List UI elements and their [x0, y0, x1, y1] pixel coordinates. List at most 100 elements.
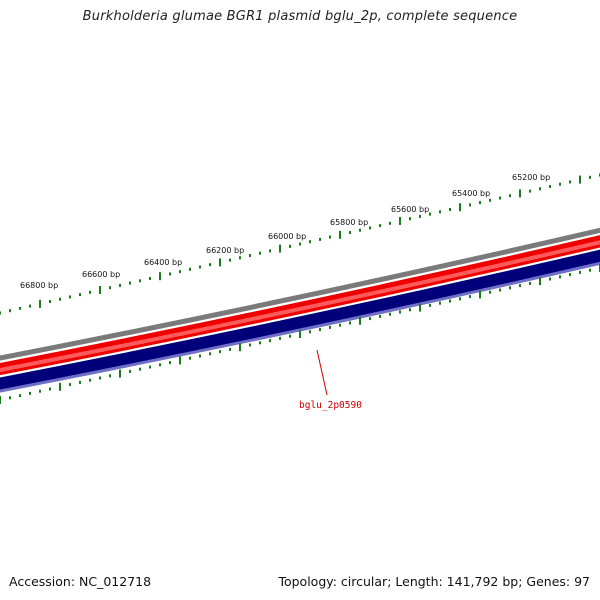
inner-major-tick [59, 382, 61, 391]
inner-minor-tick [269, 339, 271, 343]
inner-minor-tick [99, 376, 101, 380]
inner-minor-tick [339, 323, 341, 327]
minor-tick [59, 297, 61, 301]
minor-tick [249, 254, 251, 257]
topology-summary-text: Topology: circular; Length: 141,792 bp; … [278, 574, 590, 589]
inner-major-tick [419, 303, 421, 312]
major-tick [99, 286, 101, 294]
minor-tick [539, 187, 541, 191]
gene-label-bglu-2p0590[interactable]: bglu_2p0590 [299, 400, 362, 411]
minor-tick [89, 290, 91, 294]
inner-minor-tick [409, 308, 411, 312]
minor-tick [329, 235, 331, 239]
major-tick [39, 299, 41, 308]
inner-minor-tick [349, 321, 351, 325]
inner-minor-tick [569, 273, 571, 277]
inner-minor-tick [39, 389, 41, 393]
inner-minor-tick [79, 380, 81, 384]
minor-tick [359, 228, 361, 232]
inner-minor-tick [449, 299, 451, 303]
inner-minor-tick [559, 275, 561, 279]
inner-minor-tick [579, 270, 581, 274]
gene-callout-line [316, 349, 328, 396]
minor-tick [19, 306, 21, 310]
inner-minor-tick [189, 356, 191, 360]
tick-label-65200-bp: 65200 bp [512, 173, 550, 182]
forward-strand-highlight [0, 240, 600, 373]
minor-tick [369, 226, 371, 230]
tick-label-65400-bp: 65400 bp [452, 189, 490, 198]
minor-tick [569, 180, 571, 184]
major-tick [399, 217, 401, 225]
inner-minor-tick [9, 396, 11, 400]
inner-minor-tick [549, 277, 551, 281]
inner-minor-tick [499, 288, 501, 292]
inner-minor-tick [159, 363, 161, 367]
minor-tick [379, 224, 381, 228]
inner-major-tick [239, 343, 241, 352]
minor-tick [389, 221, 391, 225]
inner-minor-tick [389, 312, 391, 316]
minor-tick [119, 283, 121, 287]
inner-minor-tick [249, 343, 251, 347]
inner-minor-tick [139, 367, 141, 371]
inner-minor-tick [429, 303, 431, 307]
inner-tick-track [0, 264, 600, 404]
map-title: Burkholderia glumae BGR1 plasmid bglu_2p… [82, 9, 518, 24]
inner-major-tick [0, 396, 1, 404]
minor-tick [29, 304, 31, 308]
major-tick [219, 258, 221, 267]
minor-tick [49, 300, 51, 303]
inner-major-tick [539, 277, 541, 286]
inner-minor-tick [259, 341, 261, 345]
inner-minor-tick [69, 383, 71, 387]
minor-tick [129, 281, 131, 285]
inner-major-tick [479, 290, 481, 299]
inner-minor-tick [319, 328, 321, 332]
inner-minor-tick [29, 391, 31, 395]
minor-tick [589, 175, 591, 179]
minor-tick [479, 201, 481, 205]
minor-tick [239, 256, 241, 260]
tick-label-66000-bp: 66000 bp [268, 232, 306, 241]
inner-minor-tick [289, 334, 291, 338]
inner-minor-tick [209, 352, 211, 356]
inner-minor-tick [439, 301, 441, 305]
minor-tick [469, 203, 471, 207]
minor-tick [509, 194, 511, 198]
backbone-ring [0, 227, 600, 361]
minor-tick [149, 277, 151, 280]
major-tick [579, 175, 581, 184]
inner-minor-tick [529, 281, 531, 285]
minor-tick [259, 251, 261, 255]
minor-tick [319, 237, 321, 241]
tick-label-65600-bp: 65600 bp [391, 205, 429, 214]
inner-minor-tick [229, 347, 231, 351]
minor-tick [549, 185, 551, 188]
accession-text: Accession: NC_012718 [9, 574, 152, 589]
minor-tick [109, 286, 111, 290]
inner-minor-tick [199, 354, 201, 358]
outer-tick-track [0, 173, 600, 315]
inner-minor-tick [489, 290, 491, 294]
minor-tick [529, 189, 531, 193]
minor-tick [169, 272, 171, 276]
major-tick [519, 189, 521, 198]
inner-minor-tick [129, 369, 131, 373]
inner-major-tick [179, 356, 181, 365]
minor-tick [199, 265, 201, 269]
minor-tick [489, 198, 491, 202]
minor-tick [499, 196, 501, 200]
inner-minor-tick [589, 268, 591, 272]
major-tick [159, 272, 161, 281]
tick-label-66800-bp: 66800 bp [20, 281, 58, 290]
inner-minor-tick [89, 378, 91, 382]
inner-minor-tick [149, 365, 151, 369]
minor-tick [229, 258, 231, 262]
inner-minor-tick [459, 297, 461, 301]
minor-tick [269, 249, 271, 253]
minor-tick [349, 231, 351, 234]
inner-major-tick [299, 330, 301, 338]
